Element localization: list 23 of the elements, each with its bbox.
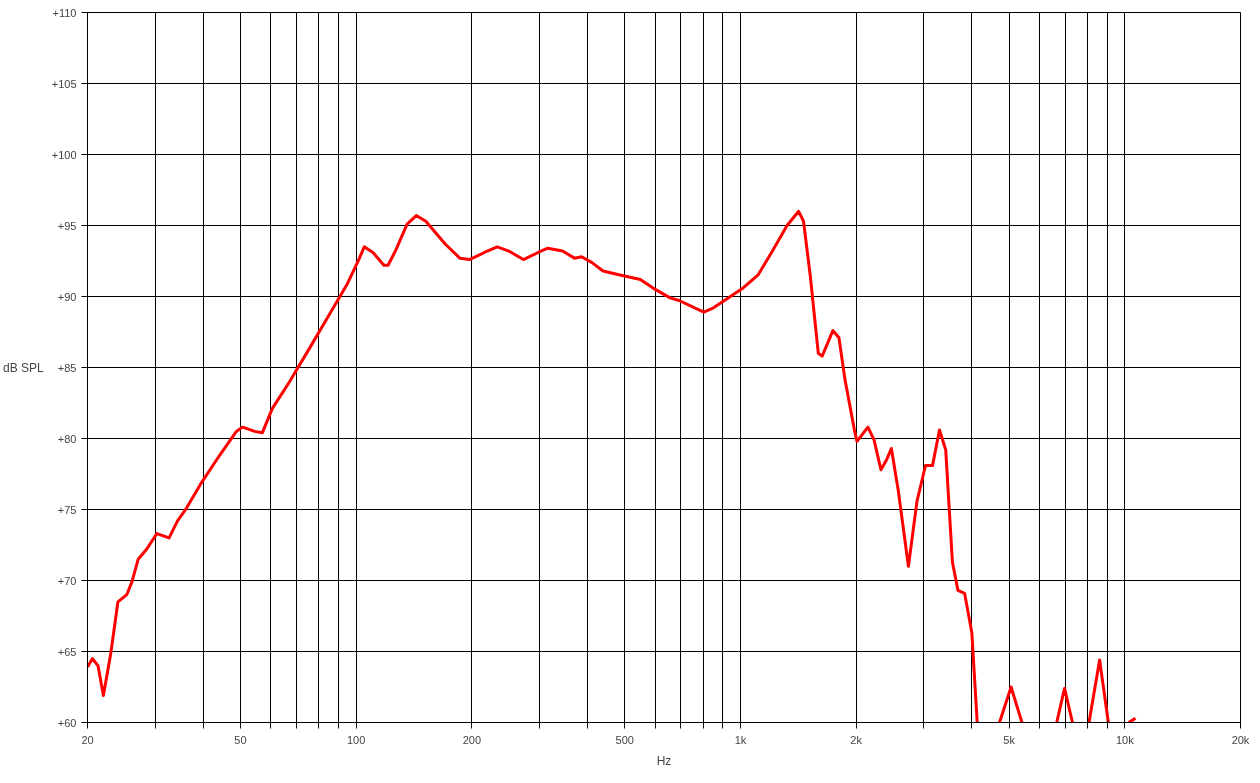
y-tick-label: +80 — [57, 432, 77, 445]
x-tick-label: 100 — [346, 733, 366, 746]
y-tick-label: +75 — [57, 503, 77, 516]
y-tick-label: +60 — [57, 716, 77, 729]
y-tick-label: +65 — [57, 645, 77, 658]
x-tick-label: 20 — [81, 733, 94, 746]
x-tick-label: 500 — [615, 733, 634, 746]
x-axis-title: Hz — [656, 753, 672, 768]
x-tick-label: 10k — [1115, 733, 1135, 746]
y-tick-label: +95 — [57, 219, 77, 232]
y-tick-label: +105 — [51, 77, 77, 90]
y-axis-title: dB SPL — [3, 360, 45, 375]
y-tick-label: +85 — [57, 361, 77, 374]
x-tick-label: 200 — [462, 733, 482, 746]
x-tick-label: 2k — [850, 733, 863, 746]
x-tick-label: 1k — [734, 733, 747, 746]
x-tick-label: 50 — [234, 733, 247, 746]
y-tick-label: +70 — [57, 574, 77, 587]
x-tick-label: 20k — [1231, 733, 1250, 746]
x-tick-label: 5k — [1003, 733, 1016, 746]
y-tick-label: +110 — [52, 6, 77, 19]
y-tick-label: +90 — [57, 290, 77, 303]
y-tick-label: +100 — [51, 148, 77, 161]
